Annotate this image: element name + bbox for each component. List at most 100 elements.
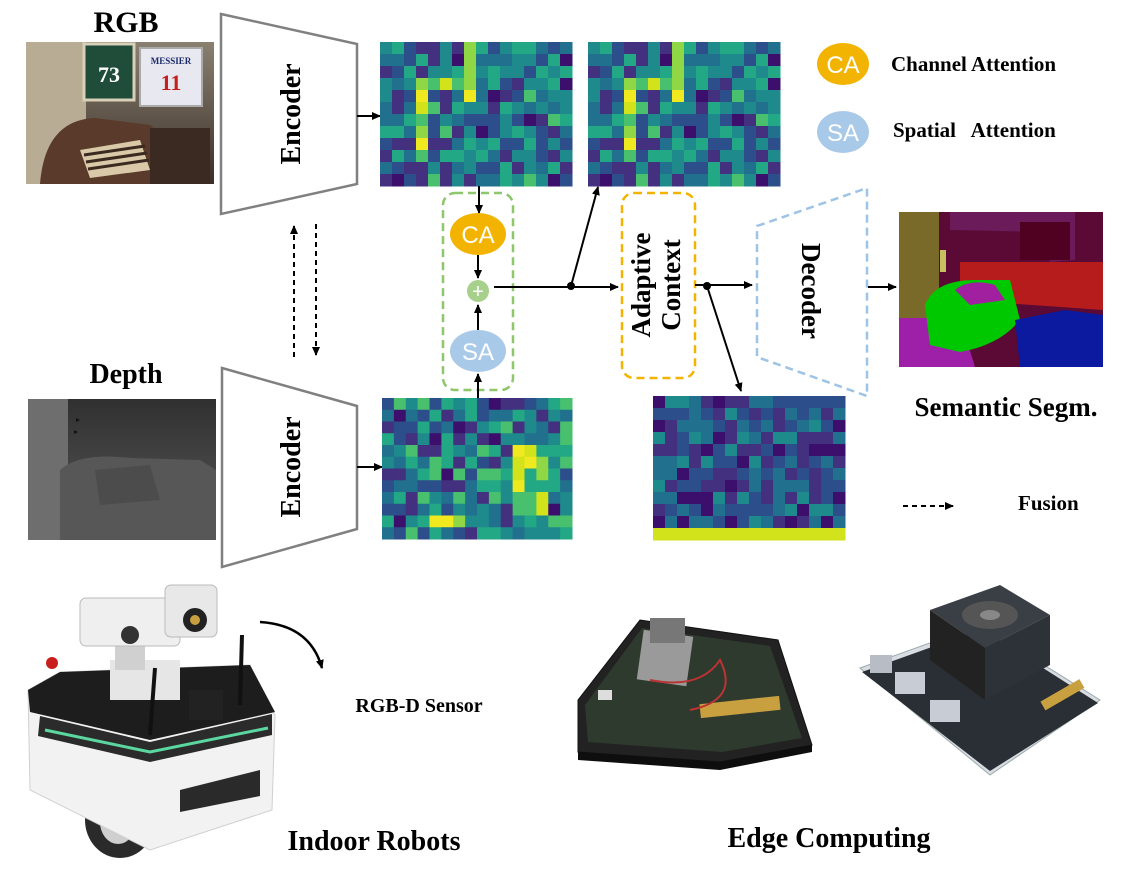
- heatmap-cell: [768, 66, 781, 79]
- rgbd-sensor-label: RGB-D Sensor: [355, 695, 482, 717]
- heatmap-cell: [488, 150, 501, 163]
- sensor-pointer-arrow: [259, 620, 324, 669]
- heatmap-cell: [465, 480, 478, 493]
- heatmap-cell: [488, 492, 502, 505]
- heatmap-cell: [477, 527, 490, 540]
- heatmap-cell: [488, 126, 501, 139]
- heatmap-cell: [677, 396, 690, 409]
- jersey-number-2: 11: [161, 70, 182, 95]
- heatmap-cell: [488, 54, 501, 67]
- heatmap-cell: [512, 126, 525, 139]
- heatmap-cell: [441, 398, 454, 411]
- heatmap-cell: [677, 480, 690, 493]
- heatmap-cell: [600, 162, 613, 175]
- heatmap-cell: [476, 126, 489, 139]
- heatmap-cell: [548, 503, 561, 516]
- heatmap-cell: [476, 162, 489, 175]
- heatmap-cell: [452, 162, 465, 175]
- heatmap-cell: [453, 492, 466, 505]
- heatmap-cell: [708, 126, 721, 139]
- heatmap-cell: [665, 432, 678, 445]
- heatmap-cell: [512, 480, 526, 493]
- heatmap-cell: [684, 174, 697, 187]
- heatmap-cell: [653, 456, 666, 469]
- heatmap-cell: [689, 528, 702, 541]
- heatmap-cell: [440, 174, 453, 187]
- heatmap-cell: [689, 516, 702, 529]
- heatmap-cell: [648, 54, 661, 67]
- heatmap-cell: [665, 480, 678, 493]
- heatmap-cell: [744, 54, 757, 67]
- heatmap-cell: [524, 409, 537, 422]
- heatmap-cell: [417, 433, 431, 446]
- heatmap-cell: [429, 398, 442, 411]
- heatmap-cell: [768, 162, 781, 175]
- heatmap-cell: [512, 90, 525, 103]
- heatmap-cell: [713, 480, 726, 493]
- heatmap-cell: [612, 78, 625, 91]
- heatmap-cell: [392, 42, 405, 55]
- heatmap-cell: [732, 66, 745, 79]
- heatmap-cell: [500, 126, 513, 139]
- heatmap-cell: [756, 114, 769, 127]
- heatmap-cell: [768, 78, 781, 91]
- heatmap-cell: [512, 492, 526, 505]
- heatmap-cell: [833, 420, 846, 433]
- heatmap-cell: [500, 102, 513, 115]
- legend-ca-badge: CA: [826, 52, 859, 79]
- heatmap-cell: [416, 102, 429, 115]
- heatmap-cell: [382, 492, 395, 505]
- heatmap-cell: [720, 150, 733, 163]
- heatmap-cell: [665, 420, 678, 433]
- heatmap-cell: [560, 398, 573, 411]
- heatmap-cell: [488, 515, 502, 528]
- heatmap-cell: [768, 174, 781, 187]
- heatmap-cell: [488, 398, 502, 411]
- heatmap-cell: [821, 492, 834, 505]
- heatmap-cell: [684, 54, 697, 67]
- heatmap-cell: [380, 102, 393, 115]
- heatmap-cell: [768, 90, 781, 103]
- heatmap-cell: [756, 102, 769, 115]
- heatmap-cell: [744, 174, 757, 187]
- heatmap-cell: [560, 409, 573, 422]
- heatmap-cell: [713, 408, 726, 421]
- heatmap-cell: [677, 468, 690, 481]
- heatmap-cell: [477, 503, 490, 516]
- heatmap-cell: [761, 492, 774, 505]
- heatmap-cell: [725, 492, 738, 505]
- heatmap-cell: [548, 150, 561, 163]
- heatmap-cell: [500, 138, 513, 151]
- heatmap-cell: [653, 432, 666, 445]
- heatmap-cell: [612, 42, 625, 55]
- heatmap-cell: [725, 504, 738, 517]
- heatmap-cell: [416, 114, 429, 127]
- heatmap-cell: [560, 527, 573, 540]
- heatmap-cell: [500, 480, 514, 493]
- heatmap-cell: [560, 150, 573, 163]
- heatmap-cell: [636, 174, 649, 187]
- heatmap-cell: [441, 527, 454, 540]
- heatmap-cell: [417, 515, 431, 528]
- heatmap-cell: [500, 456, 514, 469]
- heatmap-cell: [677, 420, 690, 433]
- heatmap-cell: [536, 150, 549, 163]
- heatmap-cell: [821, 456, 834, 469]
- context-feature-map: [653, 396, 846, 541]
- heatmap-cell: [404, 174, 417, 187]
- heatmap-cell: [452, 150, 465, 163]
- heatmap-cell: [708, 42, 721, 55]
- heatmap-cell: [382, 409, 395, 422]
- heatmap-cell: [452, 126, 465, 139]
- heatmap-cell: [696, 126, 709, 139]
- heatmap-cell: [660, 138, 673, 151]
- heatmap-cell: [701, 516, 714, 529]
- heatmap-cell: [548, 66, 561, 79]
- heatmap-cell: [560, 114, 573, 127]
- ca-node-label: CA: [461, 222, 494, 249]
- heatmap-cell: [624, 138, 637, 151]
- heatmap-cell: [612, 54, 625, 67]
- heatmap-cell: [833, 516, 846, 529]
- heatmap-cell: [441, 456, 454, 469]
- heatmap-cell: [737, 456, 750, 469]
